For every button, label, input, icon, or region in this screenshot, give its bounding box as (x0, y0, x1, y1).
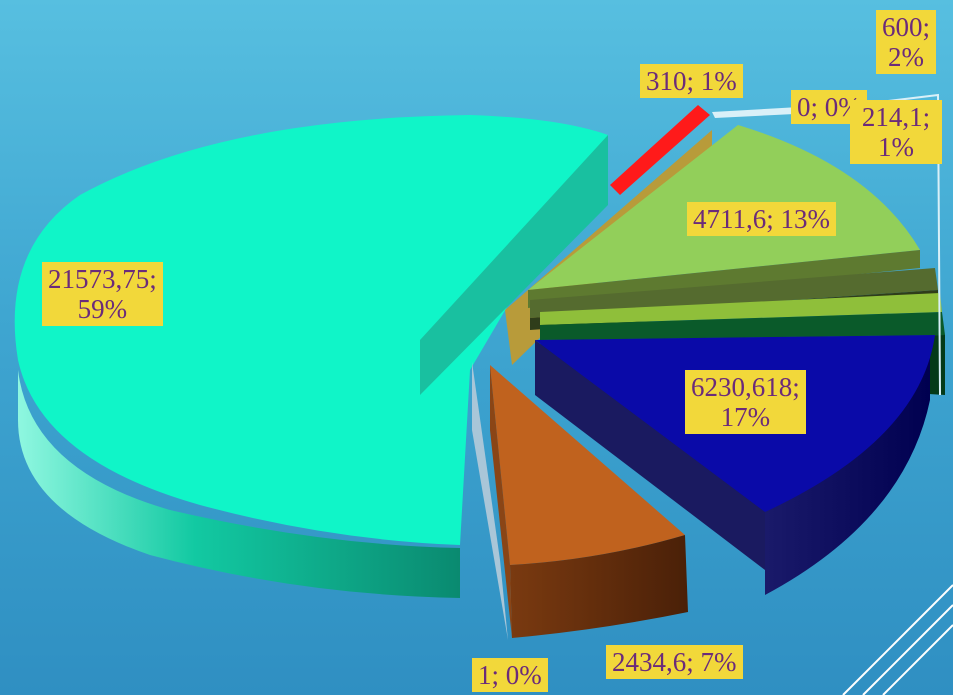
slice-cut-0 (420, 135, 608, 395)
data-label-4: 4711,6; 13% (687, 202, 836, 236)
decorative-lines (842, 584, 953, 695)
data-label-0: 21573,75; 59% (42, 262, 163, 326)
slice-side-0 (18, 370, 460, 598)
data-label-3: 600; 2% (876, 10, 937, 74)
data-label-8: 1; 0% (472, 658, 548, 692)
slice-wedge-1 (610, 105, 710, 195)
data-label-6: 6230,618; 17% (685, 370, 806, 434)
data-label-7: 2434,6; 7% (606, 645, 743, 679)
slice-wedge-3 (540, 293, 942, 325)
slice-side-6b (765, 340, 930, 595)
slice-wedge-8 (472, 362, 508, 640)
slice-wedge-0 (14, 115, 609, 545)
data-label-1: 310; 1% (640, 64, 743, 98)
slice-wedge-5 (530, 268, 938, 318)
slice-side-7 (510, 535, 688, 638)
data-label-5: 214,1; 1% (850, 100, 942, 164)
slice-wedge-7 (490, 365, 685, 565)
slice-side-6 (535, 340, 765, 570)
